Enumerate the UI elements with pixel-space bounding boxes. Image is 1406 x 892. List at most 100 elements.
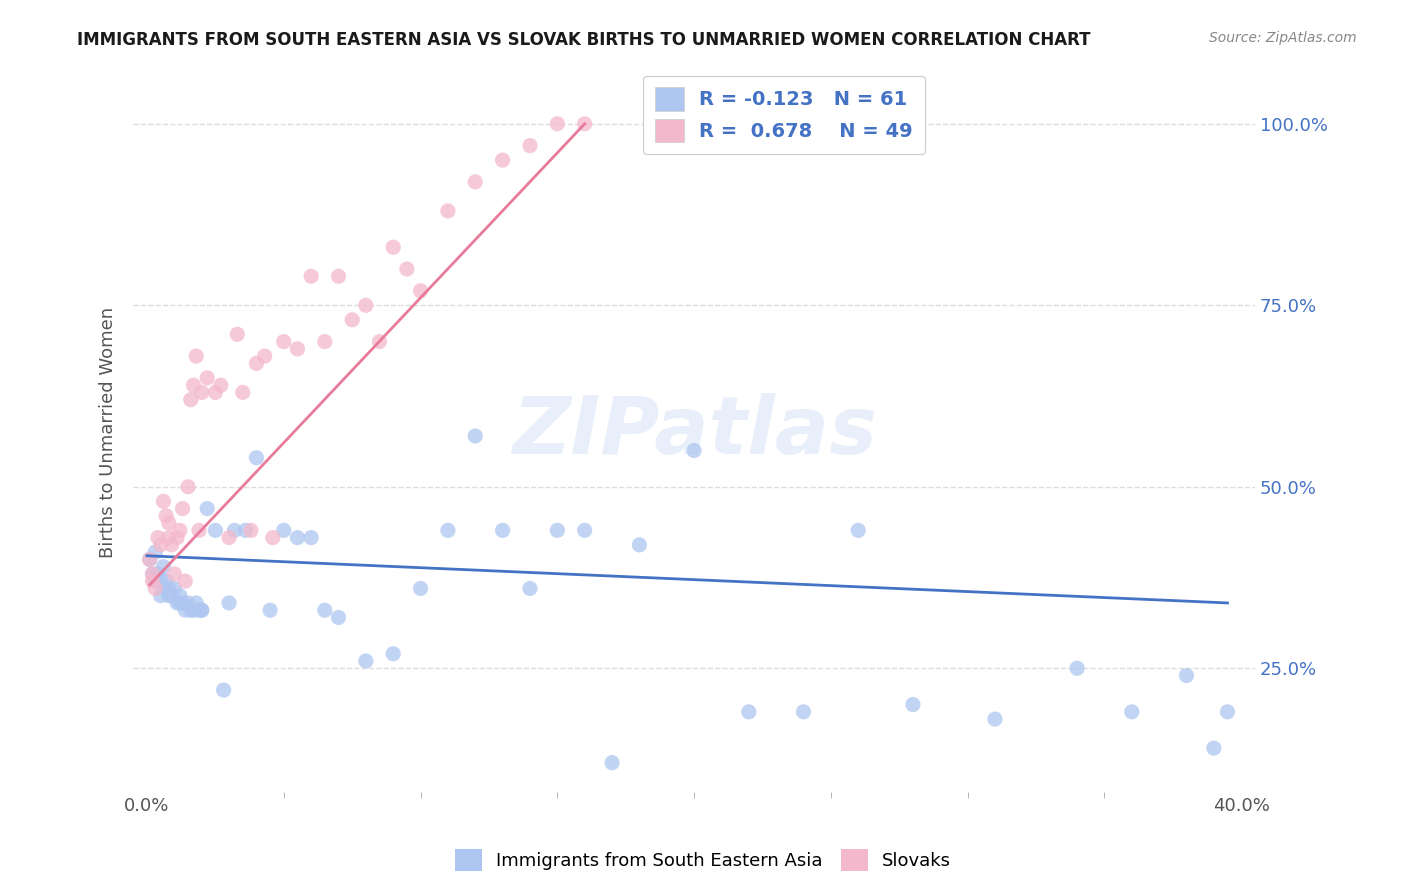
Point <box>226 327 249 342</box>
Point <box>155 574 177 589</box>
Point <box>152 494 174 508</box>
Text: IMMIGRANTS FROM SOUTH EASTERN ASIA VS SLOVAK BIRTHS TO UNMARRIED WOMEN CORRELATI: IMMIGRANTS FROM SOUTH EASTERN ASIA VS SL… <box>77 31 1091 49</box>
Point <box>546 524 568 538</box>
Point <box>186 596 208 610</box>
Point <box>491 153 513 167</box>
Point <box>166 531 188 545</box>
Point <box>382 647 405 661</box>
Point <box>395 262 418 277</box>
Point <box>143 582 166 596</box>
Point <box>314 603 336 617</box>
Point <box>328 269 350 284</box>
Point <box>169 589 191 603</box>
Point <box>195 501 218 516</box>
Point <box>183 603 205 617</box>
Point <box>139 552 162 566</box>
Point <box>157 582 180 596</box>
Point <box>354 298 377 312</box>
Point <box>437 203 460 218</box>
Point <box>273 524 295 538</box>
Point <box>143 545 166 559</box>
Point <box>149 538 172 552</box>
Point <box>163 582 186 596</box>
Point <box>174 603 197 617</box>
Point <box>152 559 174 574</box>
Point <box>354 654 377 668</box>
Point <box>1175 668 1198 682</box>
Point <box>143 574 166 589</box>
Point <box>166 596 188 610</box>
Point <box>1066 661 1088 675</box>
Point <box>299 269 322 284</box>
Point <box>195 371 218 385</box>
Point <box>683 443 706 458</box>
Point <box>382 240 405 254</box>
Point <box>314 334 336 349</box>
Point <box>253 349 276 363</box>
Point <box>157 516 180 530</box>
Point <box>546 117 568 131</box>
Point <box>169 524 191 538</box>
Point <box>287 342 309 356</box>
Point <box>204 524 226 538</box>
Point <box>152 582 174 596</box>
Point <box>149 589 172 603</box>
Point <box>155 508 177 523</box>
Point <box>188 524 211 538</box>
Point <box>149 574 172 589</box>
Point <box>1202 741 1225 756</box>
Point <box>299 531 322 545</box>
Point <box>239 524 262 538</box>
Point <box>160 589 183 603</box>
Point <box>146 531 169 545</box>
Point <box>287 531 309 545</box>
Point <box>262 531 284 545</box>
Point <box>368 334 391 349</box>
Point <box>519 138 541 153</box>
Point <box>190 385 212 400</box>
Point <box>901 698 924 712</box>
Legend: R = -0.123   N = 61, R =  0.678    N = 49: R = -0.123 N = 61, R = 0.678 N = 49 <box>643 76 925 154</box>
Point <box>218 531 240 545</box>
Text: ZIPatlas: ZIPatlas <box>512 393 876 471</box>
Point <box>188 603 211 617</box>
Point <box>464 175 486 189</box>
Point <box>157 531 180 545</box>
Point <box>172 501 194 516</box>
Point <box>328 610 350 624</box>
Point <box>245 450 267 465</box>
Y-axis label: Births to Unmarried Women: Births to Unmarried Women <box>100 307 117 558</box>
Point <box>519 582 541 596</box>
Point <box>235 524 257 538</box>
Point <box>738 705 761 719</box>
Point <box>259 603 281 617</box>
Point <box>209 378 232 392</box>
Point <box>232 385 254 400</box>
Point <box>177 480 200 494</box>
Point <box>157 589 180 603</box>
Point <box>139 552 162 566</box>
Point <box>169 596 191 610</box>
Point <box>628 538 651 552</box>
Point <box>1121 705 1143 719</box>
Point <box>177 596 200 610</box>
Point <box>180 392 202 407</box>
Point <box>183 378 205 392</box>
Point <box>163 566 186 581</box>
Point <box>224 524 246 538</box>
Point <box>160 538 183 552</box>
Point <box>491 524 513 538</box>
Point <box>464 429 486 443</box>
Point <box>141 566 163 581</box>
Point <box>409 284 432 298</box>
Point <box>146 566 169 581</box>
Point <box>180 603 202 617</box>
Point <box>792 705 814 719</box>
Point <box>409 582 432 596</box>
Point <box>141 566 163 581</box>
Point <box>273 334 295 349</box>
Point <box>574 524 596 538</box>
Point <box>846 524 869 538</box>
Text: Source: ZipAtlas.com: Source: ZipAtlas.com <box>1209 31 1357 45</box>
Point <box>186 349 208 363</box>
